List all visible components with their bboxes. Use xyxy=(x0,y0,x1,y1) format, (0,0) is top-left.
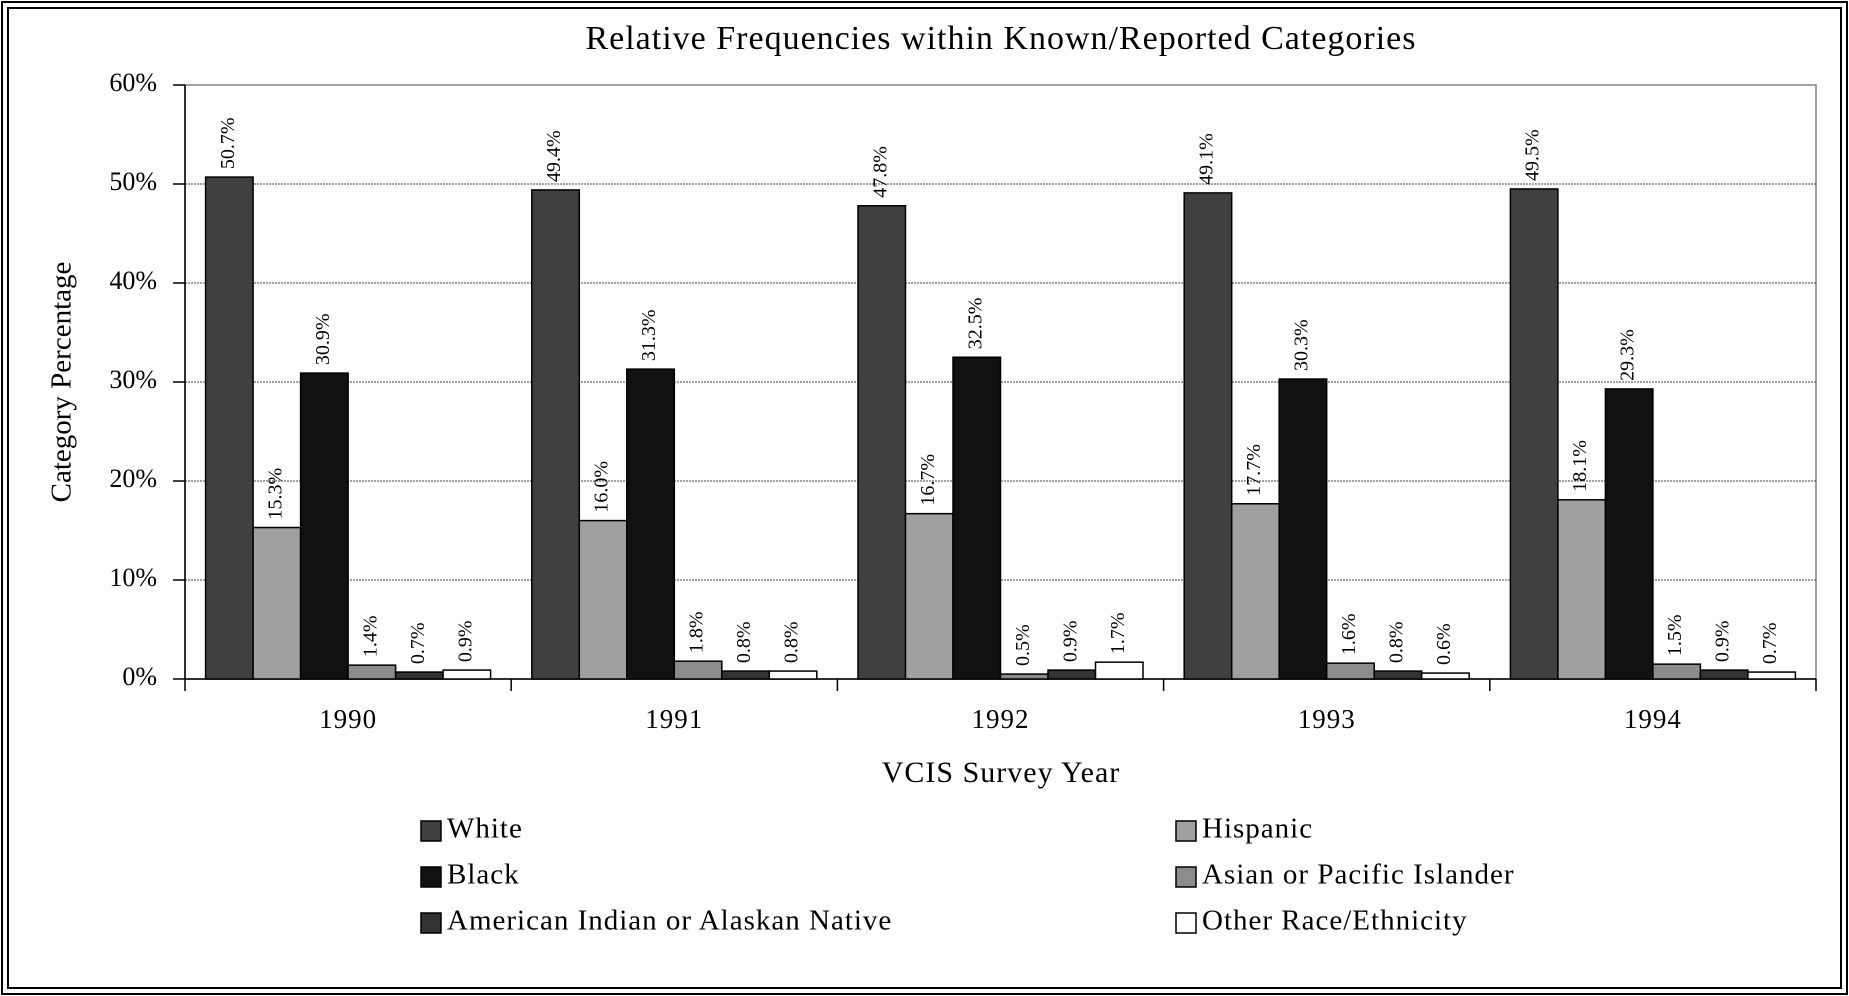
legend-swatch xyxy=(1175,820,1197,842)
legend-swatch xyxy=(1175,866,1197,888)
value-label: 0.9% xyxy=(1712,620,1734,662)
value-label: 1.6% xyxy=(1338,613,1360,655)
x-axis-label: VCIS Survey Year xyxy=(882,756,1121,789)
y-tick-label: 40% xyxy=(109,266,157,295)
bar xyxy=(442,669,492,680)
value-label: 0.7% xyxy=(407,622,429,664)
bar xyxy=(1747,671,1797,680)
bar xyxy=(1230,503,1280,680)
value-label: 49.1% xyxy=(1196,133,1218,185)
legend-swatch xyxy=(420,866,442,888)
value-label: 30.9% xyxy=(312,313,334,365)
value-label: 15.3% xyxy=(264,468,286,520)
bar xyxy=(252,526,302,680)
legend-label: Other Race/Ethnicity xyxy=(1202,905,1468,937)
legend-swatch xyxy=(420,820,442,842)
x-tick-label: 1993 xyxy=(1298,704,1356,734)
bar xyxy=(1699,669,1749,680)
x-tick-label: 1992 xyxy=(972,704,1030,734)
y-tick-label: 50% xyxy=(109,167,157,196)
bar xyxy=(768,670,818,680)
y-tick-label: 60% xyxy=(109,68,157,97)
bar xyxy=(721,670,771,680)
bar xyxy=(347,664,397,680)
value-label: 1.7% xyxy=(1107,612,1129,654)
value-label: 50.7% xyxy=(217,117,239,169)
value-label: 49.4% xyxy=(543,130,565,182)
bar xyxy=(299,372,349,680)
legend-label: Asian or Pacific Islander xyxy=(1202,859,1514,891)
value-label: 49.5% xyxy=(1522,129,1544,181)
bar xyxy=(1420,672,1470,680)
bar xyxy=(1047,669,1097,680)
value-label: 0.9% xyxy=(454,620,476,662)
bar xyxy=(857,205,907,680)
y-tick-label: 20% xyxy=(109,464,157,493)
y-axis-label: Category Percentage xyxy=(46,262,78,503)
bar xyxy=(1373,670,1423,680)
value-label: 47.8% xyxy=(869,146,891,198)
x-tick-label: 1994 xyxy=(1624,704,1682,734)
value-label: 1.4% xyxy=(359,615,381,657)
value-label: 32.5% xyxy=(964,298,986,350)
bar xyxy=(952,356,1002,680)
x-tick-label: 1991 xyxy=(645,704,703,734)
bar xyxy=(394,671,444,680)
legend-label: Hispanic xyxy=(1202,813,1313,845)
y-tick-label: 0% xyxy=(122,662,157,691)
value-label: 29.3% xyxy=(1617,329,1639,381)
bar xyxy=(904,512,954,680)
value-label: 31.3% xyxy=(638,309,660,361)
legend-swatch xyxy=(420,912,442,934)
chart-title: Relative Frequencies within Known/Report… xyxy=(585,20,1416,57)
bar xyxy=(204,176,254,680)
bar xyxy=(1509,188,1559,680)
legend-label: Black xyxy=(447,859,520,891)
inner-frame xyxy=(7,7,1842,989)
bar xyxy=(1325,662,1375,680)
bar xyxy=(531,189,581,680)
value-label: 1.8% xyxy=(686,612,708,654)
value-label: 0.7% xyxy=(1759,622,1781,664)
legend-label: American Indian or Alaskan Native xyxy=(447,905,892,937)
value-label: 1.5% xyxy=(1664,614,1686,656)
bar xyxy=(1557,499,1607,680)
bar xyxy=(1652,663,1702,680)
value-label: 18.1% xyxy=(1569,440,1591,492)
value-label: 0.8% xyxy=(733,621,755,663)
y-tick-label: 10% xyxy=(109,563,157,592)
y-tick-label: 30% xyxy=(109,365,157,394)
bar xyxy=(1183,192,1233,680)
bar xyxy=(673,660,723,680)
legend-swatch xyxy=(1175,912,1197,934)
value-label: 16.7% xyxy=(917,454,939,506)
value-label: 0.5% xyxy=(1012,624,1034,666)
value-label: 17.7% xyxy=(1243,444,1265,496)
value-label: 0.8% xyxy=(1386,621,1408,663)
value-label: 0.8% xyxy=(781,621,803,663)
bar xyxy=(1278,378,1328,680)
value-label: 0.6% xyxy=(1433,623,1455,665)
legend-label: White xyxy=(447,813,523,845)
value-label: 16.0% xyxy=(591,461,613,513)
value-label: 30.3% xyxy=(1291,319,1313,371)
bar xyxy=(578,519,628,680)
bar xyxy=(1604,388,1654,680)
x-tick-label: 1990 xyxy=(319,704,377,734)
bar xyxy=(1094,661,1144,680)
bar xyxy=(626,368,676,680)
bar xyxy=(999,673,1049,680)
value-label: 0.9% xyxy=(1059,620,1081,662)
